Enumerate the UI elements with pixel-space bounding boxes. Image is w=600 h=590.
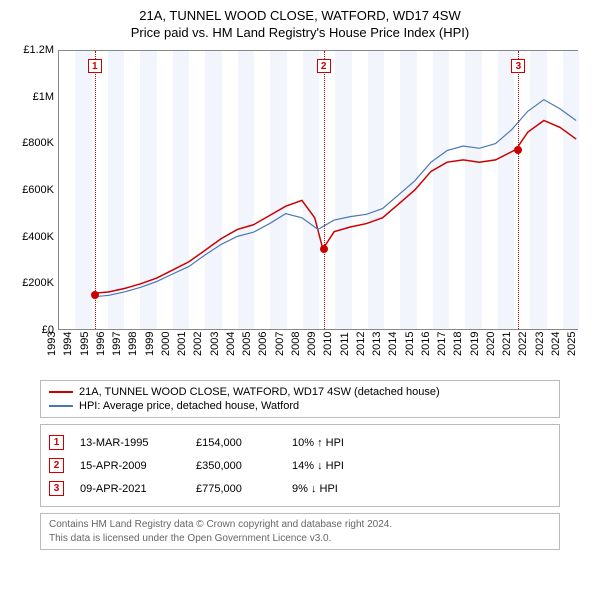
x-axis-label: 2012 bbox=[355, 332, 367, 356]
x-axis-label: 2001 bbox=[176, 332, 188, 356]
event-row: 1 13-MAR-1995 £154,000 10% ↑ HPI bbox=[49, 431, 551, 454]
legend-label: 21A, TUNNEL WOOD CLOSE, WATFORD, WD17 4S… bbox=[79, 386, 440, 398]
x-axis-label: 2003 bbox=[208, 332, 220, 356]
footer-attribution: Contains HM Land Registry data © Crown c… bbox=[40, 513, 560, 550]
chart-title-block: 21A, TUNNEL WOOD CLOSE, WATFORD, WD17 4S… bbox=[0, 0, 600, 44]
x-axis-label: 1999 bbox=[143, 332, 155, 356]
event-number-badge: 3 bbox=[49, 481, 64, 496]
x-axis-label: 1996 bbox=[95, 332, 107, 356]
title-address: 21A, TUNNEL WOOD CLOSE, WATFORD, WD17 4S… bbox=[0, 8, 600, 23]
event-delta: 10% ↑ HPI bbox=[292, 437, 382, 449]
series-line-property bbox=[95, 121, 576, 294]
event-delta: 14% ↓ HPI bbox=[292, 460, 382, 472]
event-row: 2 15-APR-2009 £350,000 14% ↓ HPI bbox=[49, 454, 551, 477]
x-axis-label: 2011 bbox=[339, 332, 351, 356]
footer-line1: Contains HM Land Registry data © Crown c… bbox=[49, 518, 551, 532]
x-axis-label: 2025 bbox=[566, 332, 578, 356]
event-marker-dot bbox=[514, 146, 522, 154]
event-price: £350,000 bbox=[196, 460, 276, 472]
x-axis-label: 1995 bbox=[78, 332, 90, 356]
event-number-badge: 1 bbox=[49, 435, 64, 450]
event-date: 13-MAR-1995 bbox=[80, 437, 180, 449]
legend: 21A, TUNNEL WOOD CLOSE, WATFORD, WD17 4S… bbox=[40, 380, 560, 418]
x-axis-label: 1998 bbox=[127, 332, 139, 356]
event-date: 09-APR-2021 bbox=[80, 483, 180, 495]
x-axis-label: 2023 bbox=[533, 332, 545, 356]
x-axis-label: 2018 bbox=[452, 332, 464, 356]
x-axis-label: 2006 bbox=[257, 332, 269, 356]
event-marker-badge: 3 bbox=[511, 59, 525, 73]
x-axis-label: 2013 bbox=[371, 332, 383, 356]
y-axis-label: £800K bbox=[10, 137, 54, 149]
legend-swatch bbox=[49, 391, 73, 393]
x-axis-label: 2022 bbox=[517, 332, 529, 356]
legend-swatch bbox=[49, 405, 73, 407]
x-axis-label: 2000 bbox=[160, 332, 172, 356]
chart-svg bbox=[59, 51, 577, 329]
y-axis-label: £1M bbox=[10, 91, 54, 103]
x-axis-label: 2005 bbox=[241, 332, 253, 356]
event-marker-badge: 2 bbox=[317, 59, 331, 73]
title-subtitle: Price paid vs. HM Land Registry's House … bbox=[0, 25, 600, 40]
event-number-badge: 2 bbox=[49, 458, 64, 473]
legend-item: 21A, TUNNEL WOOD CLOSE, WATFORD, WD17 4S… bbox=[49, 385, 551, 399]
events-table: 1 13-MAR-1995 £154,000 10% ↑ HPI 2 15-APR-200… bbox=[40, 424, 560, 507]
x-axis-label: 2015 bbox=[403, 332, 415, 356]
x-axis-label: 2004 bbox=[225, 332, 237, 356]
chart-container: 123 £0£200K£400K£600K£800K£1M£1.2M199319… bbox=[10, 44, 590, 374]
y-axis-label: £1.2M bbox=[10, 44, 54, 56]
x-axis-label: 2020 bbox=[485, 332, 497, 356]
x-axis-label: 1994 bbox=[62, 332, 74, 356]
x-axis-label: 2009 bbox=[306, 332, 318, 356]
x-axis-label: 2016 bbox=[420, 332, 432, 356]
event-price: £775,000 bbox=[196, 483, 276, 495]
y-axis-label: £400K bbox=[10, 231, 54, 243]
x-axis-label: 2024 bbox=[550, 332, 562, 356]
x-axis-label: 2019 bbox=[468, 332, 480, 356]
x-axis-label: 1993 bbox=[46, 332, 58, 356]
event-delta: 9% ↓ HPI bbox=[292, 483, 382, 495]
event-marker-badge: 1 bbox=[88, 59, 102, 73]
y-axis-label: £600K bbox=[10, 184, 54, 196]
event-marker-dot bbox=[91, 291, 99, 299]
x-axis-label: 2010 bbox=[322, 332, 334, 356]
x-axis-label: 2014 bbox=[387, 332, 399, 356]
event-marker-line bbox=[95, 51, 96, 329]
x-axis-label: 2007 bbox=[273, 332, 285, 356]
x-axis-label: 2021 bbox=[501, 332, 513, 356]
legend-label: HPI: Average price, detached house, Watf… bbox=[79, 400, 299, 412]
x-axis-label: 2008 bbox=[290, 332, 302, 356]
y-axis-label: £200K bbox=[10, 277, 54, 289]
event-marker-line bbox=[518, 51, 519, 329]
x-axis-label: 2002 bbox=[192, 332, 204, 356]
x-axis-label: 2017 bbox=[436, 332, 448, 356]
series-line-hpi bbox=[95, 100, 576, 297]
event-price: £154,000 bbox=[196, 437, 276, 449]
event-marker-line bbox=[324, 51, 325, 329]
event-date: 15-APR-2009 bbox=[80, 460, 180, 472]
event-marker-dot bbox=[320, 245, 328, 253]
event-row: 3 09-APR-2021 £775,000 9% ↓ HPI bbox=[49, 477, 551, 500]
plot-area: 1 2 3 bbox=[58, 50, 578, 330]
x-axis-label: 1997 bbox=[111, 332, 123, 356]
footer-line2: This data is licensed under the Open Gov… bbox=[49, 532, 551, 546]
legend-item: HPI: Average price, detached house, Watf… bbox=[49, 399, 551, 413]
